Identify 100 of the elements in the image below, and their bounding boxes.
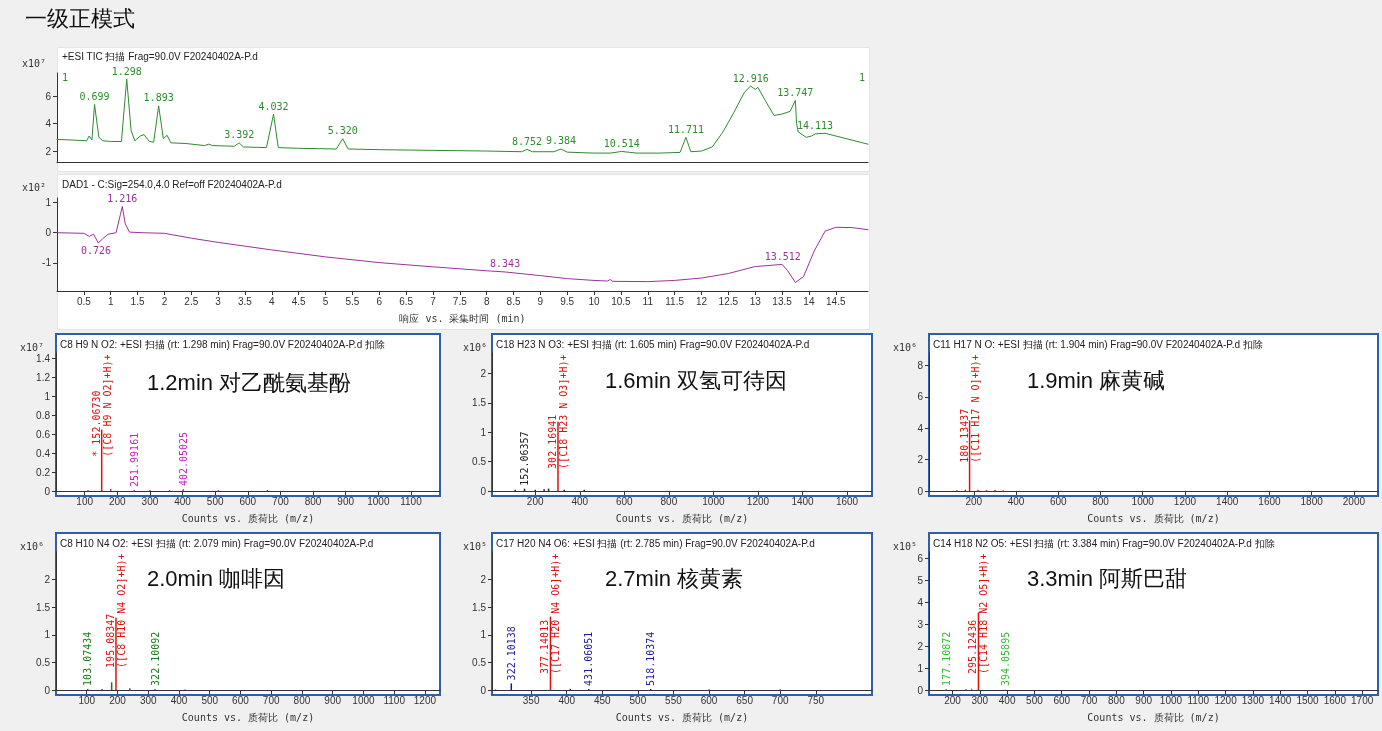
x-tick-label: 1100 [1187,694,1210,706]
x-tick-label: 1200 [1173,495,1197,507]
x-tick-label: 800 [293,694,311,706]
x-tick-label: 1200 [413,694,437,706]
x-tick-label: 1300 [1241,694,1265,706]
y-tick-label: 2 [917,640,924,652]
annotation: 1 [859,71,866,83]
x-tick-label: 11.5 [665,295,685,307]
x-tick-label: 400 [174,495,192,507]
annotation: 1.9min 麻黄碱 [1027,367,1166,393]
text: 一级正模式 [25,5,135,31]
x-tick-label: 300 [139,694,158,706]
x-axis-title: Counts vs. 质荷比 (m/z) [181,711,315,723]
x-tick-label: 13 [749,295,762,307]
chart-title: DAD1 - C:Sig=254.0,4.0 Ref=off F20240402A-P.d [62,178,282,190]
y-tick-label: 0.5 [472,456,487,468]
x-tick-label: 1600 [1323,694,1347,706]
x-tick-label: 750 [807,694,825,706]
y-tick-label: 2 [45,145,52,157]
x-tick-label: 600 [1053,694,1071,706]
y-tick-label: 0 [480,684,487,696]
y-tick-label: 0.8 [36,409,51,421]
x-tick-label: 900 [337,495,355,507]
x-tick-label: 400 [998,694,1016,706]
x-tick-label: 1200 [1214,694,1238,706]
y-tick-label: 0 [44,485,51,497]
y-tick-label: 0.5 [472,656,487,668]
x-tick-label: 1100 [400,495,423,507]
x-tick-label: 300 [971,694,989,706]
x-tick-label: 450 [593,694,612,706]
annotation: 3.392 [224,129,255,141]
x-tick-label: 12.5 [718,295,739,307]
x-tick-label: 600 [239,495,257,507]
x-tick-label: 500 [206,495,224,507]
x-tick-label: 400 [1007,495,1025,507]
x-tick-label: 1100 [383,694,406,706]
y-tick-label: 2 [44,574,51,586]
x-tick-label: 650 [736,694,754,706]
x-tick-label: 12 [695,295,708,307]
x-tick-label: 900 [1135,694,1153,706]
annotation: 1.216 [107,192,138,204]
x-tick-label: 11 [642,295,654,307]
x-tick-label: 200 [965,495,983,507]
x-tick-label: 1400 [791,495,815,507]
annotation: 295.12436 ([C14 H18 N2 O5]+H)+ [967,553,990,674]
x-tick-label: 800 [304,495,322,507]
x-tick-label: 400 [558,694,576,706]
x-tick-label: 2 [161,295,168,307]
x-tick-label: 1.5 [130,295,145,307]
x-tick-label: 500 [201,694,219,706]
annotation: 0.726 [80,245,112,257]
x-axis-title: Counts vs. 质荷比 (m/z) [615,711,749,723]
x-tick-label: 14 [803,295,815,307]
x-tick-label: 5.5 [345,295,360,307]
annotation: 1.2min 对乙酰氨基酚 [147,369,352,395]
x-tick-label: 800 [660,495,678,507]
annotation: 518.10374 [645,631,657,686]
annotation: 11.711 [667,123,705,135]
x-tick-label: 13.5 [772,295,793,307]
chart-title: C14 H18 N2 O5: +ESI 扫描 (rt: 3.384 min) Frag=90.0V F20240402A-P.d 扣除 [933,537,1275,549]
chart-title: +ESI TIC 扫描 Frag=90.0V F20240402A-P.d [62,50,258,62]
x-tick-label: 6.5 [399,295,414,307]
x-axis-title: 响应 vs. 采集时间 (min) [399,312,526,324]
y-tick-label: 1 [917,662,924,674]
x-tick-label: 1700 [1351,694,1374,706]
y-tick-label: 1.5 [36,601,51,613]
x-tick-label: 5 [322,295,329,307]
y-axis-title: x10⁵ [893,540,918,552]
x-tick-label: 1500 [1296,694,1320,706]
x-tick-label: 6 [376,295,383,307]
x-tick-label: 1000 [702,495,725,507]
x-tick-label: 500 [629,694,647,706]
annotation: 4.032 [258,100,289,112]
y-tick-label: 1 [480,629,487,641]
y-tick-label: 4 [45,118,52,130]
x-axis-title: Counts vs. 质荷比 (m/z) [1087,512,1220,524]
x-tick-label: 1 [107,295,114,307]
y-tick-label: 0 [917,485,924,497]
x-tick-label: 7.5 [452,295,468,307]
y-tick-label: 0.5 [36,656,51,668]
x-tick-label: 600 [232,694,250,706]
x-tick-label: 1200 [746,495,770,507]
annotation: 3.3min 阿斯巴甜 [1027,565,1188,591]
annotation: 0.699 [79,90,110,102]
annotation: 1.298 [111,65,142,77]
annotation: 152.06357 [519,431,531,486]
x-tick-label: 10.5 [611,295,632,307]
annotation: 1.6min 双氢可待因 [605,367,788,393]
annotation: 2.0min 咖啡因 [147,565,286,591]
annotation: 322.10092 [149,631,161,686]
annotation: 13.512 [764,250,801,262]
y-tick-label: 1.4 [36,353,51,365]
annotation: 9.384 [545,135,577,147]
y-tick-label: 1 [44,390,51,402]
x-tick-label: 1000 [352,694,376,706]
annotation: 302.16941 ([C18 H23 N O3]+H)+ [546,354,569,469]
y-tick-label: 2 [917,454,924,466]
x-tick-label: 3 [215,295,222,307]
y-tick-label: 1.5 [472,397,487,409]
annotation: 394.05895 [999,631,1011,686]
